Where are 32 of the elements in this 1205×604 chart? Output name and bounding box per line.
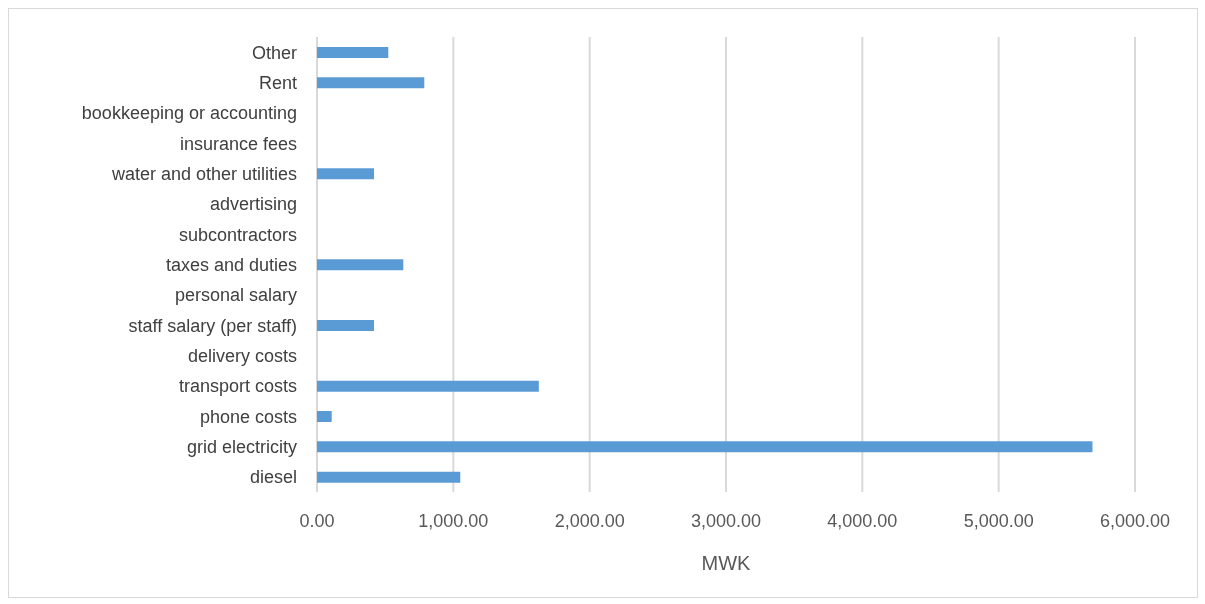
bar <box>317 168 374 180</box>
y-tick-label: insurance fees <box>179 133 297 154</box>
bar <box>317 320 374 331</box>
y-tick-label: water and other utilities <box>110 163 297 184</box>
y-tick-label: grid electricity <box>186 436 297 457</box>
x-tick-label: 1,000.00 <box>418 510 489 531</box>
bar <box>317 380 539 392</box>
y-tick-label: bookkeeping or accounting <box>81 103 297 124</box>
x-tick-label: 0.00 <box>299 510 335 531</box>
x-tick-label: 3,000.00 <box>690 510 762 531</box>
x-axis-title: MWK <box>701 552 752 574</box>
y-tick-label: Other <box>251 42 297 63</box>
y-tick-label: staff salary (per staff) <box>128 315 297 336</box>
y-tick-label: personal salary <box>174 285 297 306</box>
bar <box>317 441 1093 453</box>
y-tick-label: advertising <box>209 194 297 215</box>
y-tick-label: taxes and duties <box>165 254 297 275</box>
x-tick-label: 5,000.00 <box>963 510 1034 531</box>
bar <box>317 47 389 58</box>
x-tick-label: 4,000.00 <box>827 510 898 531</box>
bar <box>317 77 425 89</box>
y-tick-label: delivery costs <box>187 345 297 366</box>
x-tick-label: 2,000.00 <box>554 510 625 531</box>
y-tick-label: transport costs <box>178 376 297 397</box>
y-tick-label: Rent <box>258 72 297 93</box>
bar <box>317 471 461 483</box>
y-tick-label: diesel <box>249 467 297 488</box>
x-tick-label: 6,000.00 <box>1099 510 1171 531</box>
y-tick-label: subcontractors <box>178 224 297 245</box>
bar <box>317 411 332 422</box>
bar <box>317 259 404 271</box>
y-tick-label: phone costs <box>199 406 297 427</box>
